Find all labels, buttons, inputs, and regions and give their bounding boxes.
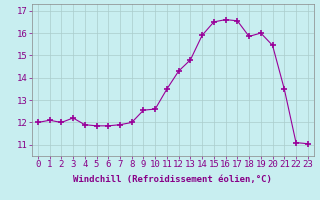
X-axis label: Windchill (Refroidissement éolien,°C): Windchill (Refroidissement éolien,°C) (73, 175, 272, 184)
